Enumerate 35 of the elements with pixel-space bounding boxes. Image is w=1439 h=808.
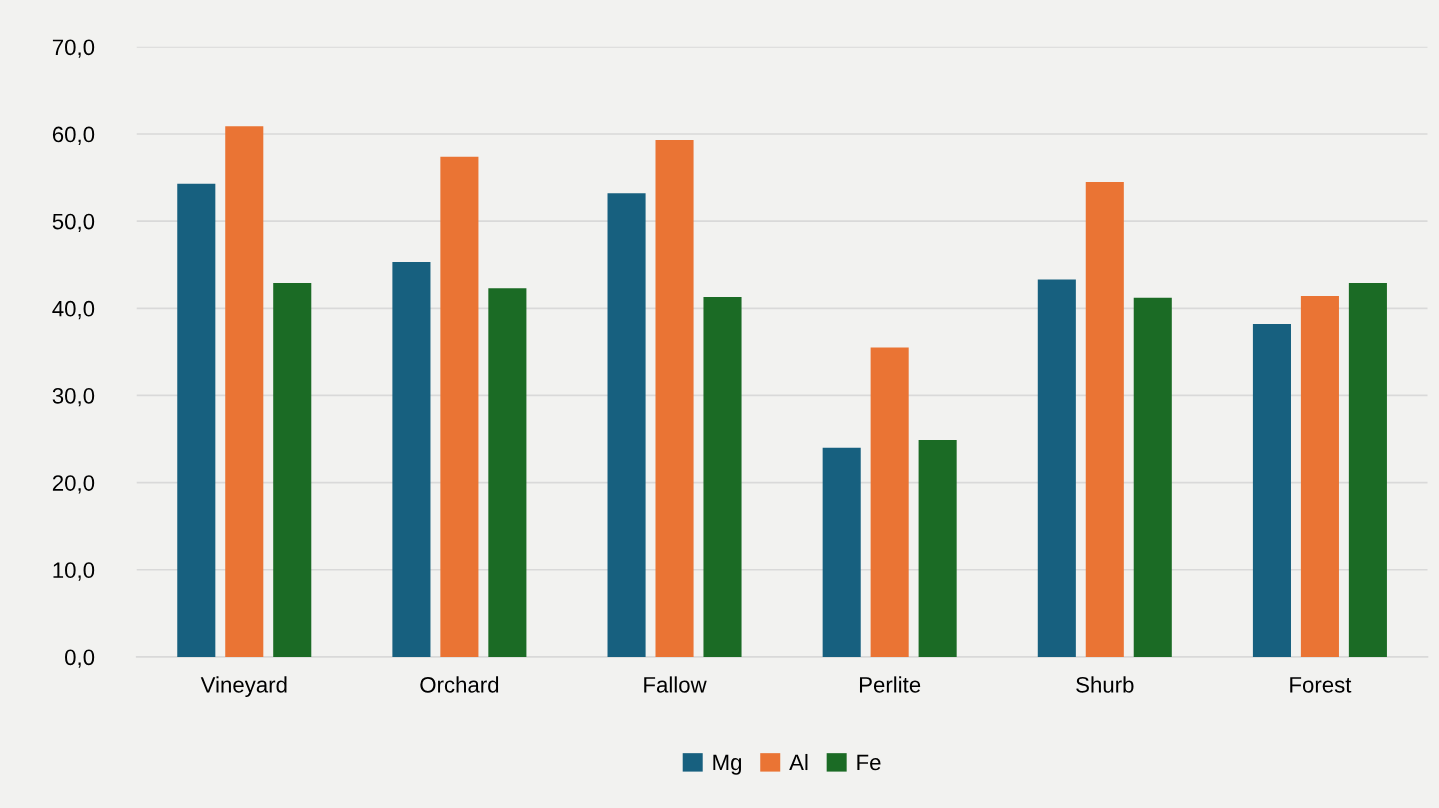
bar [822,447,861,657]
bar [1252,324,1291,657]
bar [225,126,264,657]
x-tick-label: Shurb [1076,676,1134,693]
y-tick-label: 60,0 [52,126,95,145]
y-tick-label: 30,0 [52,387,95,407]
y-tick-label: 0,0 [65,649,95,668]
legend-label: Fe [857,754,881,771]
bar [1300,296,1339,657]
x-tick-label: Forest [1290,677,1352,693]
y-tick-label: 10,0 [53,562,95,581]
x-tick-label: Fallow [644,676,707,693]
legend-label: Mg [713,754,742,775]
bar [273,283,312,657]
y-tick-label: 40,0 [52,300,95,320]
bar [392,262,431,657]
bar [703,296,742,657]
bar [440,156,479,657]
bar [1037,279,1076,657]
bar [1348,283,1387,657]
bar [607,193,646,657]
bar [918,439,957,657]
bar [177,183,216,657]
bar [655,140,694,657]
y-tick-label: 50,0 [52,213,95,233]
y-tick-label: 20,0 [52,475,95,494]
x-tick-label: Perlite [859,676,921,693]
bar [1133,297,1172,657]
bar [870,347,909,657]
legend-label: Al [789,753,808,771]
x-tick-label: Vineyard [200,676,287,698]
x-tick-label: Orchard [420,676,499,693]
bar [1085,181,1124,657]
bar [488,288,527,657]
y-tick-label: 70,0 [52,39,95,58]
